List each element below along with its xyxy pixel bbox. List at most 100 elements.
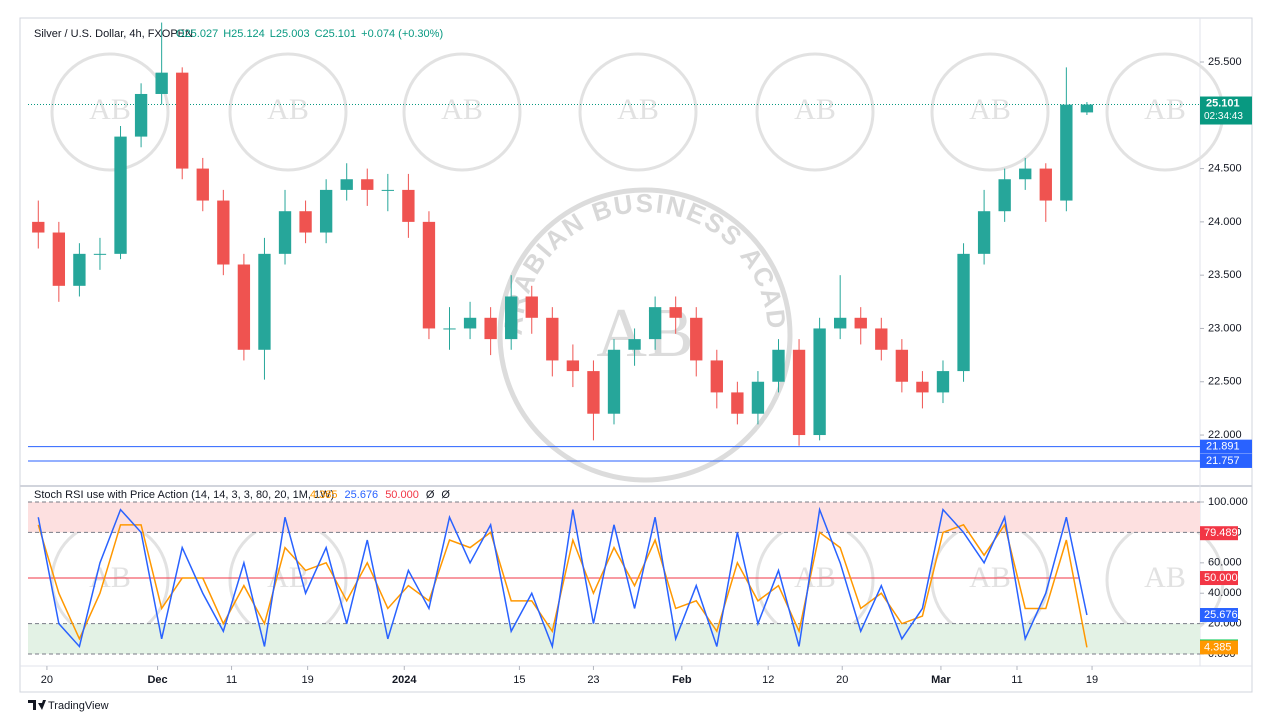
watermark-ring	[50, 52, 170, 172]
candle-body	[566, 360, 580, 372]
watermark-logo: AB	[267, 93, 309, 126]
ohlc-value: O25.027	[176, 28, 218, 40]
candle-body	[52, 232, 66, 286]
candle-body	[237, 264, 251, 350]
symbol-title: Silver / U.S. Dollar, 4h, FXOPEN	[34, 28, 193, 40]
y-tick-label: 23.500	[1208, 269, 1242, 281]
axis-badge	[1200, 640, 1238, 655]
axis-badge	[1200, 526, 1238, 541]
candle-body	[73, 253, 86, 286]
x-tick-label: 12	[762, 674, 774, 686]
candle-body	[525, 296, 538, 318]
indicator-value: Ø	[441, 489, 450, 501]
candle-body	[792, 349, 806, 436]
candle-body	[587, 371, 600, 414]
axis-badge-label: 79.489	[1204, 527, 1238, 539]
candle-body	[546, 317, 559, 361]
watermark-logo: AB	[441, 93, 483, 126]
brand: TradingView	[48, 700, 109, 712]
x-tick-label: 2024	[392, 674, 417, 686]
price-badge-label: 21.891	[1206, 441, 1240, 453]
y-tick-label: 22.000	[1208, 429, 1242, 441]
oscillator-line	[37, 522, 1088, 648]
price-pane: 22.00022.50023.00023.50024.00024.50025.0…	[28, 22, 1252, 686]
candle-body	[381, 189, 394, 191]
y-tick-label: 23.000	[1208, 322, 1242, 334]
ohlc-value: +0.074 (+0.30%)	[361, 28, 443, 40]
y-tick-label: 40.000	[1208, 587, 1242, 599]
countdown: 02:34:43	[1204, 111, 1243, 122]
ohlc-legend: O25.027 H25.124 L25.003 C25.101 +0.074 (+0.3…	[176, 28, 443, 40]
watermark-ring	[578, 52, 698, 172]
price-badge	[1200, 453, 1252, 468]
x-tick-label: 20	[836, 674, 848, 686]
candle-body	[1060, 104, 1073, 201]
watermark-ring	[228, 52, 348, 172]
watermark-logo: AB	[89, 561, 131, 594]
axis-badge-label: 50.000	[1204, 572, 1238, 584]
candle-body	[916, 381, 929, 393]
candle-body	[648, 307, 662, 340]
candle-body	[854, 317, 867, 329]
candle-body	[402, 189, 415, 222]
y-tick-label: 25.500	[1208, 56, 1242, 68]
candle-body	[1080, 104, 1094, 113]
watermark-logo: AB	[89, 93, 131, 126]
candle-body	[484, 317, 497, 340]
y-tick-label: 60.000	[1208, 557, 1242, 569]
y-tick-label: 24.500	[1208, 162, 1242, 174]
x-tick-label: 19	[302, 674, 314, 686]
y-tick-label: 24.000	[1208, 216, 1242, 228]
watermark-logo: AB	[794, 93, 836, 126]
last-price-label: 25.101	[1206, 97, 1240, 109]
candle-body	[505, 296, 518, 340]
indicator-value: 4.385	[310, 489, 338, 501]
ohlc-value: L25.003	[270, 28, 310, 40]
candle-body	[176, 72, 189, 169]
candle-body	[895, 349, 909, 382]
candle-body	[422, 221, 436, 329]
candle-body	[628, 339, 641, 350]
x-tick-label: Dec	[147, 674, 167, 686]
candle-body	[463, 317, 477, 329]
tv-logo	[28, 700, 46, 710]
candle-body	[134, 93, 148, 137]
y-tick-label: 100.000	[1208, 496, 1248, 508]
indicator-value: 25.676	[345, 489, 379, 501]
watermark-logo: AB	[969, 561, 1011, 594]
candle-body	[772, 349, 785, 382]
watermark-logo: AB	[617, 93, 659, 126]
candle-body	[114, 136, 127, 254]
x-tick-label: Mar	[931, 674, 951, 686]
candle-body	[731, 392, 744, 414]
axis-badge-label: 25.676	[1204, 609, 1238, 621]
candle-body	[155, 72, 168, 94]
candle-body	[977, 211, 991, 254]
oscillator-line	[37, 506, 1088, 650]
watermark-logo: AB	[1144, 561, 1186, 594]
x-tick-label: 11	[226, 674, 237, 686]
axis-badge	[1200, 608, 1238, 623]
candle-body	[361, 179, 374, 190]
candle-body	[217, 200, 230, 265]
candle-body	[998, 179, 1011, 212]
watermark-ring	[755, 52, 875, 172]
candle-body	[1039, 168, 1052, 201]
price-badge	[1200, 439, 1252, 454]
candle-body	[93, 253, 107, 255]
ohlc-value: H25.124	[223, 28, 265, 40]
watermark-ring	[402, 52, 522, 172]
candle-body	[834, 317, 847, 329]
candle-body	[875, 328, 888, 350]
candle-body	[278, 211, 292, 254]
x-tick-label: 15	[513, 674, 525, 686]
x-tick-label: 11	[1011, 674, 1022, 686]
candle-body	[957, 253, 970, 372]
x-tick-label: 20	[41, 674, 53, 686]
x-tick-label: Feb	[672, 674, 692, 686]
oscillator-pane: 0.00020.00040.00060.00080.000100.00079.4…	[28, 496, 1248, 660]
x-tick-label: 19	[1086, 674, 1098, 686]
indicator-value: 50.000	[385, 489, 419, 501]
candle-body	[196, 168, 209, 201]
